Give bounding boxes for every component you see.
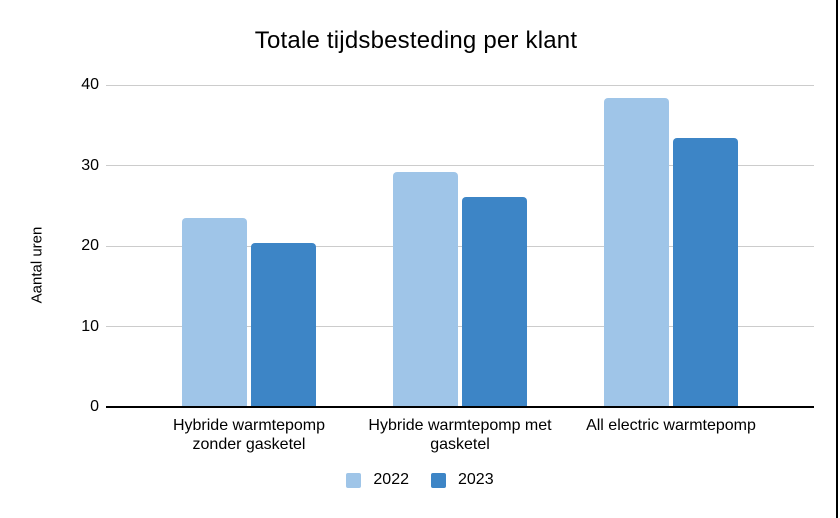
- legend-item-2023: 2023: [431, 471, 494, 489]
- y-tick-label: 10: [81, 317, 99, 335]
- x-category-label: Hybride warmtepomp zonder gasketel: [172, 417, 326, 453]
- y-tick-label: 40: [81, 76, 99, 93]
- bar-2022-category-1: [182, 217, 247, 407]
- gridline: [106, 165, 814, 166]
- screen-right-border-line: [836, 0, 838, 518]
- bar-2023-category-3: [673, 138, 738, 407]
- x-axis-line: [106, 406, 814, 408]
- legend-label-2022: 2022: [373, 471, 409, 488]
- y-tick-label: 20: [81, 237, 99, 254]
- bar-2022-category-3: [604, 97, 669, 407]
- y-tick-label: 30: [81, 156, 99, 174]
- bar-2022-category-2: [393, 171, 458, 407]
- gridline: [106, 245, 814, 247]
- x-category-label: Hybride warmtepomp met gasketel: [368, 417, 552, 453]
- legend-swatch-2022: [346, 472, 362, 488]
- x-category-label: All electric warmtepomp: [586, 417, 756, 434]
- gridline: [106, 84, 814, 86]
- gridline: [106, 326, 814, 327]
- legend-item-2022: 2022: [346, 471, 409, 489]
- y-tick-label: 0: [90, 398, 99, 415]
- chart-title: Totale tijdsbesteding per klant: [254, 27, 578, 54]
- bar-2023-category-2: [462, 196, 527, 407]
- legend-label-2023: 2023: [458, 471, 494, 488]
- bar-2023-category-1: [251, 242, 316, 407]
- legend-swatch-2023: [431, 472, 446, 488]
- legend: 2022 2023: [0, 470, 840, 490]
